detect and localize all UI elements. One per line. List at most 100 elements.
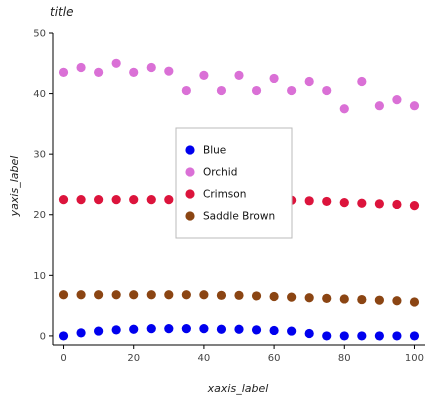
y-tick-label: 30 — [33, 150, 46, 161]
saddle-brown-point — [269, 292, 278, 301]
legend-marker-orchid — [185, 167, 194, 176]
blue-point — [217, 325, 226, 334]
crimson-point — [164, 195, 173, 204]
saddle-brown-point — [305, 293, 314, 302]
y-axis-title: yaxis_label — [8, 156, 21, 218]
blue-point — [357, 331, 366, 340]
crimson-point — [410, 201, 419, 210]
x-tick-label: 100 — [405, 353, 424, 364]
saddle-brown-point — [287, 293, 296, 302]
x-tick-label: 60 — [268, 353, 281, 364]
chart-title: title — [50, 5, 73, 19]
blue-point — [129, 325, 138, 334]
orchid-point — [199, 71, 208, 80]
saddle-brown-point — [252, 291, 261, 300]
blue-point — [182, 324, 191, 333]
saddle-brown-point — [164, 290, 173, 299]
orchid-point — [287, 86, 296, 95]
orchid-point — [392, 95, 401, 104]
crimson-point — [392, 200, 401, 209]
blue-point — [340, 331, 349, 340]
y-tick-label: 0 — [40, 331, 46, 342]
saddle-brown-point — [182, 290, 191, 299]
crimson-point — [305, 196, 314, 205]
saddle-brown-point — [357, 295, 366, 304]
orchid-point — [322, 86, 331, 95]
blue-point — [410, 331, 419, 340]
saddle-brown-point — [410, 297, 419, 306]
saddle-brown-point — [340, 294, 349, 303]
blue-point — [322, 331, 331, 340]
legend-label-blue: Blue — [203, 145, 226, 157]
y-tick-label: 20 — [33, 210, 46, 221]
saddle-brown-point — [234, 291, 243, 300]
blue-point — [287, 326, 296, 335]
saddle-brown-point — [217, 291, 226, 300]
x-tick-label: 0 — [60, 353, 66, 364]
orchid-point — [182, 86, 191, 95]
legend-label-saddle-brown: Saddle Brown — [203, 211, 275, 223]
saddle-brown-point — [322, 294, 331, 303]
saddle-brown-point — [375, 296, 384, 305]
blue-point — [147, 324, 156, 333]
blue-point — [199, 324, 208, 333]
orchid-point — [357, 77, 366, 86]
legend-marker-saddle-brown — [185, 211, 194, 220]
legend: Blue Orchid Crimson Saddle Brown — [176, 128, 292, 238]
y-tick-label: 50 — [33, 29, 46, 40]
blue-point — [252, 325, 261, 334]
saddle-brown-point — [59, 290, 68, 299]
blue-point — [234, 325, 243, 334]
orchid-point — [147, 63, 156, 72]
blue-point — [59, 331, 68, 340]
y-tick-label: 10 — [33, 271, 46, 282]
x-axis-title: xaxis_label — [207, 382, 269, 395]
saddle-brown-point — [147, 290, 156, 299]
saddle-brown-point — [199, 290, 208, 299]
saddle-brown-point — [112, 290, 121, 299]
blue-point — [392, 331, 401, 340]
orchid-point — [112, 59, 121, 68]
x-tick-label: 40 — [198, 353, 211, 364]
saddle-brown-point — [392, 296, 401, 305]
x-tick-label: 20 — [127, 353, 140, 364]
orchid-point — [76, 63, 85, 72]
saddle-brown-point — [76, 290, 85, 299]
saddle-brown-point — [94, 290, 103, 299]
orchid-point — [234, 71, 243, 80]
orchid-point — [305, 77, 314, 86]
crimson-point — [94, 195, 103, 204]
orchid-point — [410, 101, 419, 110]
orchid-point — [129, 68, 138, 77]
legend-marker-blue — [185, 145, 194, 154]
x-tick-label: 80 — [338, 353, 351, 364]
orchid-point — [59, 68, 68, 77]
crimson-point — [129, 195, 138, 204]
crimson-point — [59, 195, 68, 204]
orchid-point — [94, 68, 103, 77]
orchid-point — [269, 74, 278, 83]
orchid-point — [217, 86, 226, 95]
legend-label-orchid: Orchid — [203, 167, 237, 179]
crimson-point — [375, 199, 384, 208]
blue-point — [76, 328, 85, 337]
saddle-brown-point — [129, 290, 138, 299]
crimson-point — [76, 195, 85, 204]
blue-point — [269, 326, 278, 335]
crimson-point — [357, 199, 366, 208]
crimson-point — [147, 195, 156, 204]
blue-point — [305, 329, 314, 338]
orchid-point — [252, 86, 261, 95]
blue-point — [112, 325, 121, 334]
legend-marker-crimson — [185, 189, 194, 198]
blue-point — [375, 331, 384, 340]
blue-point — [164, 324, 173, 333]
orchid-point — [164, 67, 173, 76]
orchid-point — [340, 104, 349, 113]
y-tick-label: 40 — [33, 89, 46, 100]
crimson-point — [112, 195, 121, 204]
crimson-point — [340, 198, 349, 207]
crimson-point — [322, 197, 331, 206]
legend-label-crimson: Crimson — [203, 189, 246, 201]
